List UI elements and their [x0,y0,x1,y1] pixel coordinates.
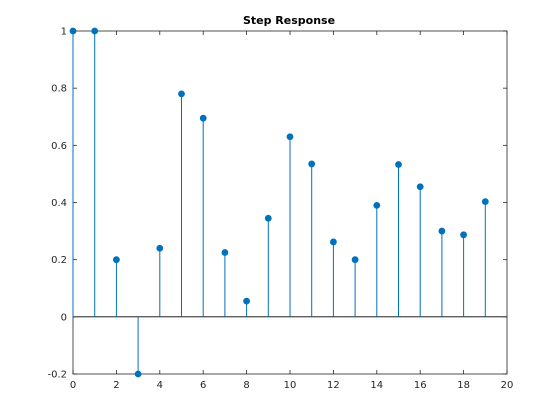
stem-marker [113,256,120,264]
y-tick-label: 0 [61,312,67,323]
y-tick-label: 0.6 [51,141,67,152]
stem-marker [438,227,446,235]
x-tick-label: 20 [501,380,514,391]
stem-marker [286,133,294,141]
stem-marker [460,231,468,239]
stem-marker [156,244,164,252]
plot-area: 0 2 4 6 8 10 12 14 16 18 20-0.200.20.40.60.81 [47,27,513,392]
x-tick-label: 12 [327,380,340,391]
stem-marker [69,27,77,35]
stem-marker [416,183,424,191]
stem-marker [134,370,142,378]
y-tick-label: -0.2 [47,370,67,381]
stem-marker [178,90,185,98]
stem-marker [264,214,272,222]
y-tick-label: 0.2 [51,255,67,266]
x-tick-label: 16 [414,380,427,391]
stem-marker [351,256,359,264]
y-tick-label: 1 [61,27,67,38]
x-tick-label: 10 [284,380,297,391]
x-tick-label: 2 [113,380,119,391]
stem-marker [395,161,402,168]
x-tick-label: 14 [370,380,383,391]
stem-marker [91,27,99,35]
x-tick-label: 0 [70,380,76,391]
stem-marker [481,198,489,206]
stem-marker [221,249,229,256]
x-tick-label: 6 [200,380,206,391]
y-tick-label: 0.4 [51,198,67,209]
x-tick-label: 18 [457,380,470,391]
stem-marker [373,201,381,209]
stem-marker [308,160,316,168]
x-tick-label: 4 [157,380,163,391]
stem-marker [243,297,251,305]
chart-title: Step Response [243,14,335,27]
y-tick-label: 0.8 [51,84,67,95]
stem-marker [199,114,207,122]
stem-marker [329,238,337,246]
x-tick-label: 8 [243,380,249,391]
